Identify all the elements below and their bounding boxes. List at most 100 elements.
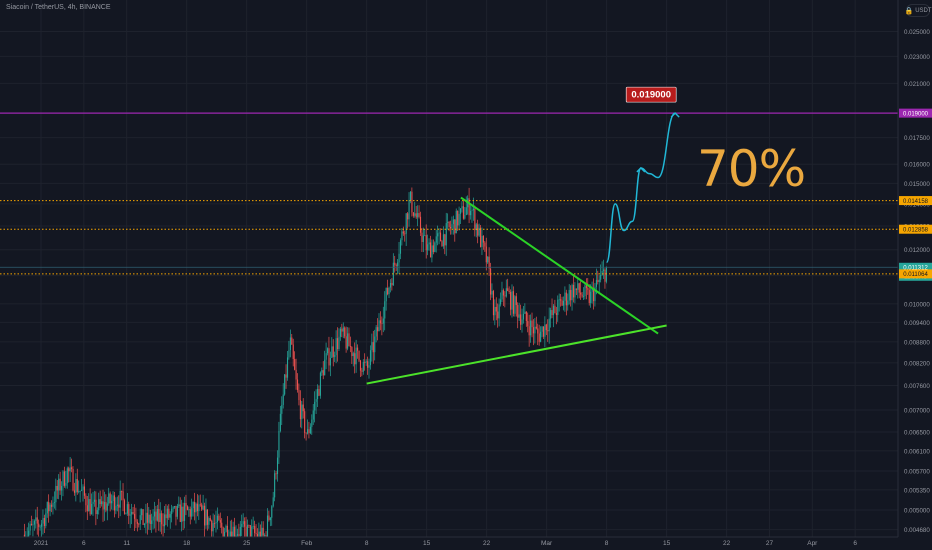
candle-body <box>329 357 331 366</box>
time-axis[interactable]: 2021 6 11 18 25 Feb 8 15 22 Mar 8 15 22 27 Apr 6 <box>0 536 898 547</box>
candle-body <box>435 236 437 243</box>
candle-body <box>195 503 197 513</box>
candle-body <box>482 235 484 243</box>
candle-body <box>465 207 467 215</box>
currency-button[interactable]: 🔒 USDT <box>904 4 932 17</box>
candle-body <box>411 191 413 213</box>
candle-body <box>425 235 427 251</box>
candle-body <box>161 513 163 525</box>
candle-body <box>151 520 153 524</box>
candle-body <box>264 535 266 536</box>
candle-body <box>81 489 83 491</box>
candle-body <box>141 509 143 516</box>
candle-body <box>85 495 87 506</box>
candle-body <box>118 504 120 508</box>
candle-body <box>166 508 168 519</box>
candle-body <box>305 432 307 434</box>
candle-body <box>278 430 280 458</box>
candle-body <box>108 493 110 504</box>
candle-body <box>502 290 505 296</box>
candle-body <box>417 213 419 218</box>
price-label-resistance: 0.011064 <box>899 269 932 279</box>
candle-body <box>176 505 178 517</box>
candle-body <box>23 534 25 537</box>
candle-body <box>408 200 410 220</box>
candle-body <box>158 509 160 523</box>
candle-body <box>394 262 396 265</box>
candle-body <box>271 506 273 518</box>
price-label-bg <box>899 108 932 118</box>
candle-body <box>405 213 407 234</box>
candle-body <box>198 504 200 512</box>
candle-body <box>382 318 384 324</box>
trendline <box>460 196 659 335</box>
candle-body <box>451 224 453 229</box>
candle-body <box>399 240 402 254</box>
candle-body <box>334 355 336 357</box>
price-label-bg <box>899 269 932 279</box>
candle-body <box>99 499 101 505</box>
y-tick-label: 0.007000 <box>904 407 930 414</box>
candle-body <box>41 523 43 527</box>
candle-body <box>254 526 256 533</box>
candle-body <box>510 292 512 310</box>
candle-body <box>371 342 373 351</box>
candle-body <box>98 499 100 511</box>
candle-body <box>587 288 589 290</box>
candle-body <box>325 353 327 360</box>
candle-body <box>275 473 277 475</box>
candle-body <box>232 526 234 537</box>
candle-body <box>501 290 503 300</box>
candle-body <box>202 505 204 510</box>
candle-body <box>419 216 422 233</box>
candle-body <box>407 213 409 220</box>
candle-body <box>45 513 47 526</box>
candle-body <box>59 478 61 491</box>
y-tick-label: 0.006100 <box>904 448 930 455</box>
candle-body <box>594 286 596 302</box>
candle-body <box>450 226 452 229</box>
candle-body <box>558 299 560 301</box>
candle-body <box>89 499 91 515</box>
candle-body <box>352 353 354 357</box>
candle-body <box>269 517 271 521</box>
candle-body <box>528 326 530 336</box>
candle-body <box>236 534 239 536</box>
candle-body <box>531 320 533 328</box>
candle-body <box>524 311 526 314</box>
candle-body <box>429 242 432 258</box>
candle-body <box>56 485 58 491</box>
candle-body <box>514 296 516 314</box>
candle-body <box>595 280 597 287</box>
candle-body <box>472 208 474 211</box>
candle-body <box>387 287 389 295</box>
price-label-text: 0.011064 <box>903 272 928 278</box>
candle-body <box>412 212 414 216</box>
candle-body <box>439 232 442 242</box>
candle-body <box>113 495 116 511</box>
candle-body <box>331 346 333 358</box>
candle-body <box>214 523 216 524</box>
candle-body <box>139 515 141 525</box>
candle-body <box>424 235 426 237</box>
candle-body <box>221 522 223 528</box>
candle-body <box>401 231 403 241</box>
candle-body <box>279 413 281 431</box>
candle-body <box>389 282 392 288</box>
candle-body <box>601 270 603 275</box>
candle-body <box>332 346 334 357</box>
candle-body <box>422 235 424 243</box>
candle-body <box>105 501 107 511</box>
candle-body <box>281 404 283 414</box>
candle-body <box>165 514 167 519</box>
x-tick-label: 18 <box>183 540 191 547</box>
candlesticks <box>23 187 607 537</box>
candle-body <box>162 524 164 527</box>
candle-body <box>169 514 171 518</box>
candle-body <box>155 511 157 521</box>
candle-body <box>35 517 37 521</box>
candle-body <box>397 262 399 266</box>
candle-body <box>434 242 436 252</box>
candle-body <box>182 506 184 521</box>
